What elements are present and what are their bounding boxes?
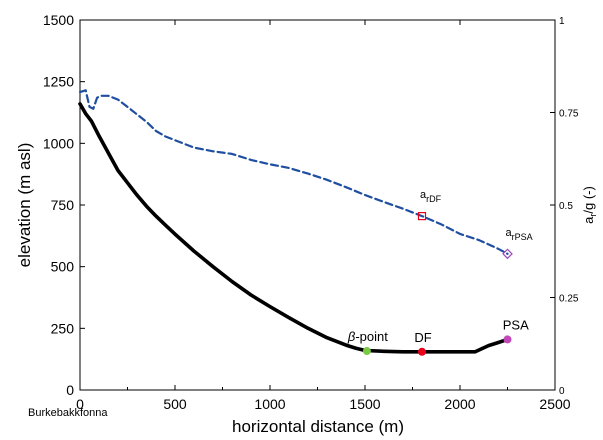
a-rPSA-label: arPSA (506, 227, 533, 242)
ticks: 0 500 1000 1500 2000 250002505007501000125015… (43, 12, 598, 412)
x-tick-label: 1500 (349, 396, 380, 412)
a-rDF-marker (417, 212, 427, 221)
x-axis-title: horizontal distance (m) (232, 417, 404, 436)
a-rPSA-marker (502, 248, 513, 260)
y-tick-label: 1000 (43, 135, 74, 151)
y2-tick-label: 0 (559, 386, 565, 397)
elevation-profile-line (78, 102, 510, 354)
PSA-marker (503, 335, 512, 344)
x-tick-label: 500 (163, 396, 187, 412)
DF-marker (418, 347, 426, 356)
y-tick-label: 500 (51, 259, 75, 275)
y2-axis-title: ar/g (-) (581, 186, 598, 224)
y-tick-label: 0 (66, 382, 74, 398)
x-tick-label: 2000 (444, 396, 475, 412)
x-tick-label: 2500 (539, 396, 570, 412)
y2-tick-label: 0.5 (559, 201, 573, 212)
x-tick-label: 1000 (254, 396, 285, 412)
beta-point-label: β-point (347, 329, 388, 344)
y-axis-title: elevation (m asl) (15, 143, 34, 268)
y2-tick-label: 0.25 (559, 294, 579, 305)
y-tick-label: 1500 (43, 12, 74, 28)
PSA-label: PSA (503, 317, 529, 332)
DF-label: DF (414, 330, 431, 345)
points: β-point DF PSA (347, 317, 529, 356)
origin-label: Burkebakkfonna (28, 407, 108, 419)
a-rDF-label: arDF (420, 189, 442, 204)
x-tick-label: 0 (76, 396, 84, 412)
y2-tick-label: 1 (559, 16, 565, 27)
series (78, 89, 510, 354)
beta-point-marker (362, 347, 371, 356)
y-tick-label: 250 (51, 320, 75, 336)
y2-tick-label: 0.75 (559, 109, 579, 120)
annotations: arDF arPSA (417, 189, 533, 260)
ar-g-dashed-line (78, 89, 509, 255)
y-tick-label: 750 (51, 197, 75, 213)
y-tick-label: 1250 (43, 74, 74, 90)
